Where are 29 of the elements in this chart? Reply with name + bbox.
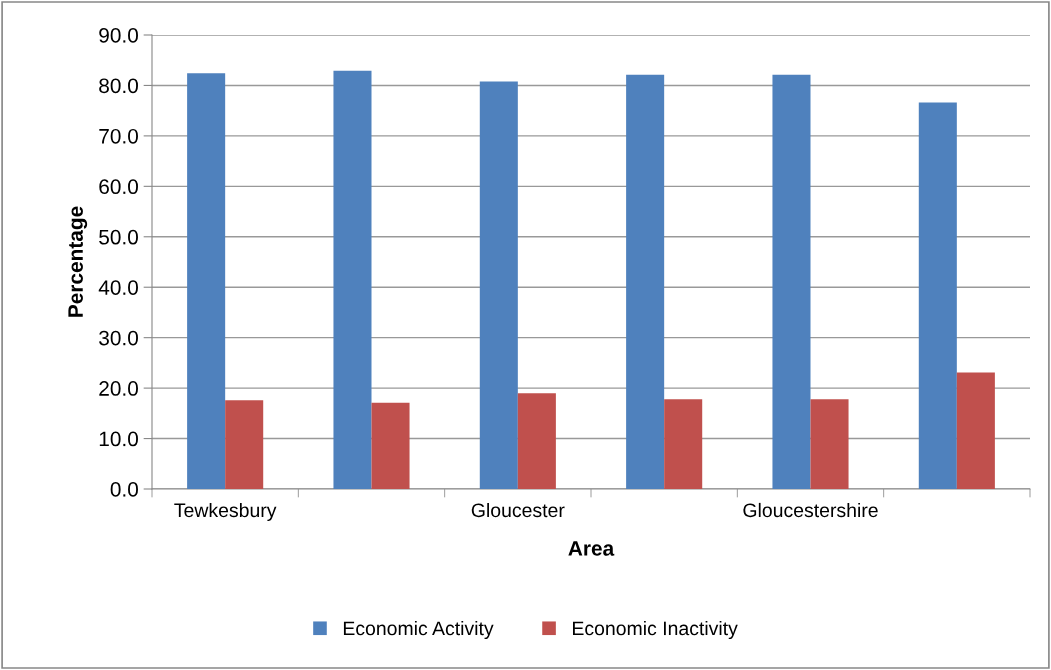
- bar: [479, 81, 518, 489]
- x-tick-label: Gloucestershire: [743, 502, 878, 518]
- x-tick-label: Gloucester: [471, 502, 565, 518]
- bar: [772, 74, 811, 489]
- y-tick-label: 80.0: [99, 78, 138, 94]
- bar: [918, 102, 957, 489]
- bar: [333, 70, 372, 489]
- y-tick-label: 70.0: [99, 128, 138, 144]
- y-tick-label: 30.0: [99, 330, 138, 346]
- bar: [664, 399, 703, 489]
- legend-label: Economic Inactivity: [573, 620, 738, 640]
- y-tick-label: 90.0: [99, 28, 138, 43]
- bar: [810, 399, 849, 489]
- bar: [517, 393, 556, 489]
- bar: [225, 400, 264, 489]
- y-axis-title: Percentage: [68, 206, 88, 317]
- y-tick-label: 60.0: [99, 179, 138, 195]
- x-tick-label: Tewkesbury: [174, 502, 277, 522]
- y-tick-label: 0.0: [110, 482, 138, 497]
- bar: [187, 73, 226, 489]
- y-tick-label: 40.0: [98, 280, 138, 295]
- y-tick-label: 10.0: [99, 431, 138, 447]
- y-tick-label: 20.0: [99, 381, 138, 396]
- bar: [371, 402, 410, 489]
- bar: [956, 372, 995, 489]
- legend-label: Economic Activity: [343, 620, 494, 640]
- x-axis-title: Area: [568, 541, 615, 556]
- y-tick-label: 50.0: [99, 229, 138, 245]
- bar: [626, 74, 665, 489]
